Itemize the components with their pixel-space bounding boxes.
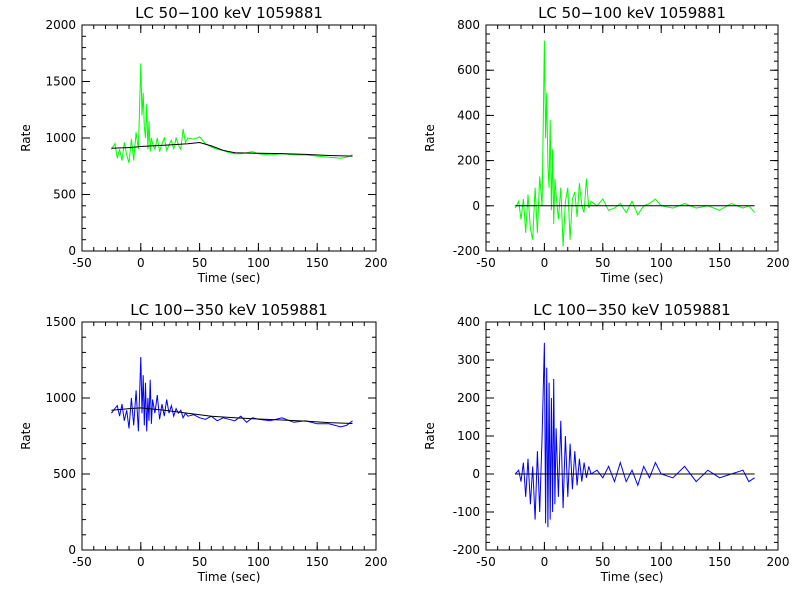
x-tick-label: 50 (595, 555, 610, 569)
x-tick-label: 200 (365, 256, 388, 270)
x-tick-label: 100 (247, 555, 270, 569)
y-tick-label: 1000 (45, 391, 76, 405)
y-tick-label: 1500 (45, 75, 76, 89)
x-tick-label: 50 (595, 256, 610, 270)
x-tick-label: 200 (365, 555, 388, 569)
y-tick-label: 400 (457, 315, 480, 329)
x-tick-label: -50 (476, 256, 496, 270)
y-tick-label: 800 (457, 18, 480, 32)
y-tick-label: 2000 (45, 18, 76, 32)
light-curve-series (110, 63, 353, 164)
plot-frame (485, 321, 779, 551)
light-curve-series (514, 40, 755, 247)
y-axis-label: Rate (423, 422, 437, 450)
chart-panel-4: -50 0 50 100 150 200 -200 -100 0 100 200 300 400 LC 1… (423, 301, 789, 584)
y-tick-label: 1000 (45, 131, 76, 145)
x-tick-label: 100 (650, 555, 673, 569)
x-tick-label: 50 (192, 256, 207, 270)
x-axis-label: Time (sec) (197, 570, 261, 584)
x-tick-label: 0 (541, 256, 549, 270)
y-tick-label: -100 (453, 505, 480, 519)
x-tick-label: -50 (72, 256, 92, 270)
y-tick-label: 100 (457, 429, 480, 443)
y-tick-label: 300 (457, 353, 480, 367)
y-tick-label: 200 (457, 154, 480, 168)
background-fit-series (111, 407, 353, 424)
chart-title: LC 100−350 keV 1059881 (130, 301, 327, 319)
y-tick-label: 200 (457, 391, 480, 405)
y-tick-label: 1500 (45, 315, 76, 329)
plot-frame (485, 24, 779, 252)
x-tick-label: -50 (476, 555, 496, 569)
y-tick-label: 0 (472, 467, 480, 481)
y-tick-label: 0 (472, 199, 480, 213)
x-tick-label: 0 (137, 555, 145, 569)
y-tick-label: -200 (453, 244, 480, 258)
x-tick-label: 200 (767, 555, 790, 569)
x-tick-label: 0 (137, 256, 145, 270)
plot-frame (81, 321, 377, 551)
light-curve-series (514, 342, 755, 528)
y-axis-label: Rate (423, 124, 437, 152)
x-tick-label: 150 (306, 256, 329, 270)
y-axis-label: Rate (19, 422, 33, 450)
x-axis-label: Time (sec) (600, 570, 664, 584)
background-fit-series (111, 141, 353, 157)
y-tick-label: 400 (457, 108, 480, 122)
chart-title: LC 50−100 keV 1059881 (135, 4, 323, 22)
y-axis-label: Rate (19, 124, 33, 152)
plot-frame (81, 24, 377, 252)
y-tick-label: 600 (457, 63, 480, 77)
x-tick-label: -50 (72, 555, 92, 569)
y-tick-label: 500 (53, 467, 76, 481)
y-tick-label: -200 (453, 543, 480, 557)
x-tick-label: 0 (541, 555, 549, 569)
light-curve-series (111, 356, 353, 432)
x-tick-label: 50 (192, 555, 207, 569)
y-tick-label: 0 (68, 244, 76, 258)
chart-title: LC 50−100 keV 1059881 (538, 4, 726, 22)
x-tick-label: 100 (650, 256, 673, 270)
y-tick-label: 500 (53, 188, 76, 202)
x-tick-label: 100 (247, 256, 270, 270)
x-tick-label: 150 (708, 256, 731, 270)
x-axis-label: Time (sec) (197, 271, 261, 285)
chart-title: LC 100−350 keV 1059881 (533, 301, 730, 319)
x-tick-label: 150 (708, 555, 731, 569)
x-tick-label: 150 (306, 555, 329, 569)
x-tick-label: 200 (767, 256, 790, 270)
x-axis-label: Time (sec) (600, 271, 664, 285)
y-tick-label: 0 (68, 543, 76, 557)
chart-panel-2: -50 0 50 100 150 200 -200 0 200 400 600 800 LC 50−10… (423, 4, 789, 285)
